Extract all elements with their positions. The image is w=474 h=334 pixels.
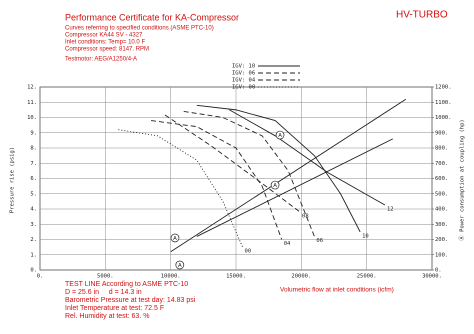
y2-tick-label: 1200. [435, 85, 452, 91]
test-info: Barometric Pressure at test day: 14.83 p… [65, 297, 196, 304]
curve-label: 08 [302, 214, 309, 220]
y-tick-label: 5. [30, 191, 37, 197]
annotation-label: A [178, 263, 182, 269]
y2-tick-label: 1000. [435, 115, 452, 121]
x-tick-label: 25000. [357, 274, 377, 280]
series-line [118, 129, 243, 248]
y-tick-label: 8. [30, 146, 37, 152]
legend-label: IGV: 04 [232, 78, 256, 84]
y2-tick-label: 500. [435, 191, 448, 197]
series-line [183, 110, 315, 237]
annotation-label: A [173, 236, 177, 242]
x-tick-label: 20000. [291, 274, 311, 280]
title: Performance Certificate for KA-Compresso… [65, 12, 239, 22]
series-line [151, 120, 283, 240]
x-tick-label: 5000. [97, 274, 114, 280]
y-axis-label: Pressure rise (psig) [10, 147, 16, 213]
y2-tick-label: 100. [435, 252, 448, 258]
curve-label: 12 [387, 207, 394, 213]
series-line [196, 104, 361, 233]
condition: Compressor speed: 8147. RPM [65, 47, 149, 53]
condition: Inlet conditions: Temp= 10.0 F [65, 40, 145, 46]
y2-tick-label: 600. [435, 176, 448, 182]
condition: Testmotor: AEG/A1250/4-A [65, 57, 137, 63]
series-line [196, 138, 394, 237]
annotation-label: A [273, 183, 277, 189]
y2-tick-label: 900. [435, 130, 448, 136]
y2-tick-label: 200. [435, 237, 448, 243]
y-tick-label: 0. [30, 268, 37, 274]
test-info: Rel. Humidity at test: 63. % [65, 313, 149, 320]
legend-label: IGV: 10 [232, 64, 255, 70]
annotation-marker [170, 233, 180, 243]
y2-tick-label: 1100. [435, 100, 452, 106]
y2-tick-label: 800. [435, 146, 448, 152]
y-tick-label: 12. [27, 85, 37, 91]
y-tick-label: 3. [30, 222, 37, 228]
annotation-marker [175, 260, 185, 270]
x-axis-label: Volumetric flow at inlet conditions (icf… [280, 287, 394, 294]
y2-tick-label: 300. [435, 222, 448, 228]
x-tick-label: 15000. [226, 274, 246, 280]
y-tick-label: 11. [27, 100, 37, 106]
legend-label: IGV: 06 [232, 71, 255, 77]
y-tick-label: 10. [27, 115, 37, 121]
series-line [170, 98, 407, 253]
brand: HV-TURBO [396, 10, 448, 21]
annotation-marker [270, 180, 280, 190]
test-info: TEST LINE According to ASME PTC-10 [65, 281, 188, 288]
test-info: Inlet Temperature at test: 72.5 F [65, 305, 164, 312]
y-tick-label: 7. [30, 161, 37, 167]
x-tick-label: 30000. [422, 274, 442, 280]
curve-label: 00 [245, 249, 252, 255]
legend-label: IGV: 00 [232, 85, 255, 91]
curve-label: 10 [362, 233, 369, 239]
y2-tick-label: 400. [435, 207, 448, 213]
y-tick-label: 2. [30, 237, 37, 243]
y2-tick-label: 700. [435, 161, 448, 167]
y2-axis-label: Ⓐ Power consumption at coupling (hp) [458, 119, 466, 240]
series-line [164, 114, 301, 213]
x-tick-label: 10000. [161, 274, 181, 280]
y-tick-label: 4. [30, 207, 37, 213]
x-tick-label: 0. [37, 274, 44, 280]
y-tick-label: 6. [30, 176, 37, 182]
curve-label: 06 [316, 238, 323, 244]
annotation-label: A [278, 133, 282, 139]
curve-label: 04 [284, 241, 291, 247]
test-info: D = 25.6 in d = 14.3 in [65, 289, 142, 296]
condition: Curves referring to specified conditions… [65, 26, 214, 32]
annotation-marker [275, 130, 285, 140]
y-tick-label: 1. [30, 252, 37, 258]
y-tick-label: 9. [30, 130, 37, 136]
condition: Compressor KA44 SV - 4327 [65, 33, 143, 39]
series-line [229, 109, 386, 206]
y2-tick-label: 0. [435, 268, 442, 274]
